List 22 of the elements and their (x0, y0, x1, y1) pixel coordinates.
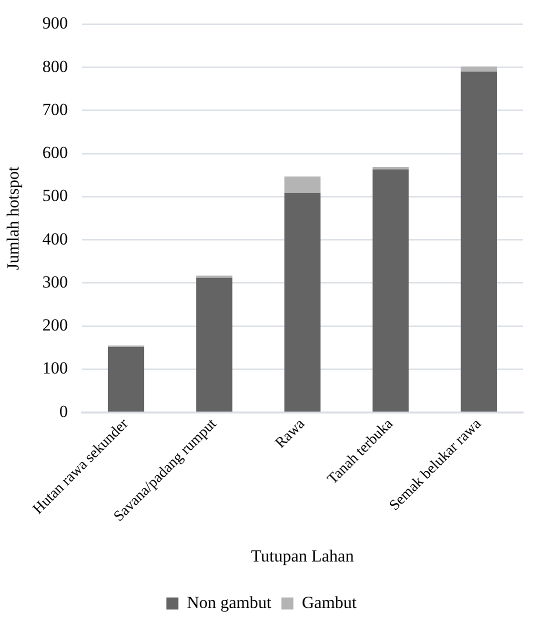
bar (372, 170, 409, 412)
y-tick-label: 400 (42, 229, 68, 248)
bar (372, 166, 409, 170)
legend-label: Gambut (302, 592, 357, 612)
y-tick-label: 200 (42, 316, 68, 335)
y-tick-label: 700 (42, 100, 68, 119)
y-tick-label: 100 (42, 358, 68, 378)
bar (284, 176, 321, 193)
y-tick-label: 900 (42, 14, 68, 33)
y-axis-title: Jumlah hotspot (4, 166, 23, 270)
bar (460, 66, 497, 72)
bar (284, 192, 321, 412)
bar (460, 72, 497, 412)
y-tick-label: 600 (42, 143, 68, 162)
legend-label: Non gambut (186, 592, 272, 612)
x-axis-title: Tutupan Lahan (251, 546, 354, 566)
y-tick-label: 300 (42, 272, 68, 292)
bar (108, 346, 144, 412)
bar (196, 278, 232, 412)
y-tick-label: 0 (59, 402, 68, 421)
y-tick-label: 800 (42, 56, 68, 76)
y-tick-label: 500 (42, 186, 68, 206)
